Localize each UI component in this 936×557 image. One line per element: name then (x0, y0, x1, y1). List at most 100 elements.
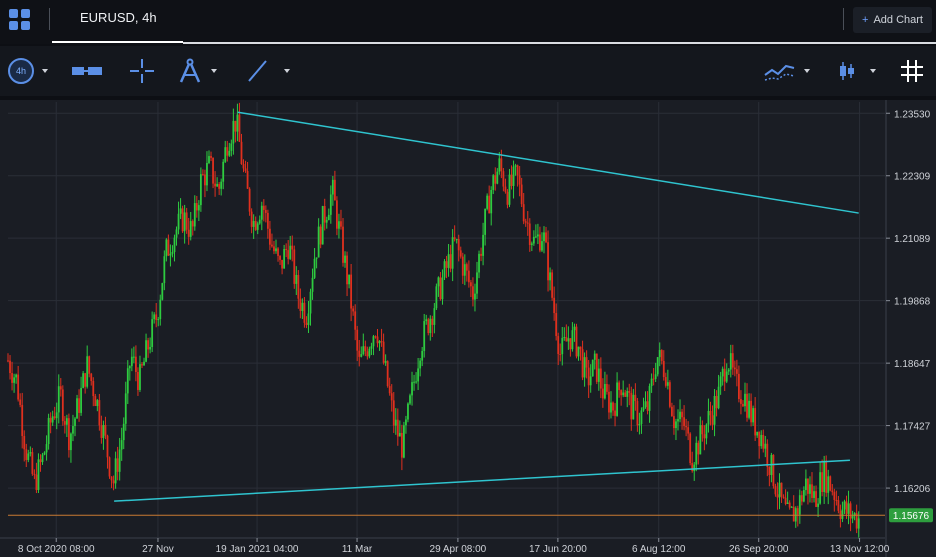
down-candle (366, 351, 369, 357)
price-chart[interactable]: 1.23530 1.22309 1.21089 1.19868 1.18647 1.174… (0, 100, 936, 557)
up-candle (47, 417, 50, 445)
up-candle (756, 431, 759, 436)
up-candle (727, 369, 730, 372)
up-candle (124, 393, 127, 424)
up-candle (798, 495, 801, 515)
up-candle (567, 338, 570, 342)
chart-panel[interactable]: 1.23530 1.22309 1.21089 1.19868 1.18647 1.174… (0, 100, 936, 557)
down-candle (396, 419, 399, 437)
down-candle (506, 191, 509, 205)
x-tick-label: 29 Apr 08:00 (430, 544, 487, 555)
up-candle (325, 219, 328, 223)
up-candle (415, 381, 417, 383)
down-candle (214, 183, 216, 187)
up-candle (157, 319, 160, 321)
up-candle (490, 189, 493, 214)
crosshair-tool[interactable] (129, 46, 155, 96)
down-candle (845, 501, 848, 514)
grid-hash-icon (901, 60, 923, 82)
down-candle (581, 349, 584, 378)
candles (7, 102, 860, 539)
down-candle (685, 426, 688, 428)
up-candle (658, 350, 661, 358)
down-candle (352, 308, 355, 312)
add-chart-button[interactable]: + Add Chart (853, 7, 932, 33)
crosshair-icon (130, 59, 154, 83)
up-candle (512, 166, 515, 186)
timeframe-selector[interactable]: 4h (8, 46, 48, 96)
down-candle (796, 508, 799, 515)
chevron-down-icon (284, 69, 290, 73)
up-candle (311, 277, 314, 292)
down-candle (472, 286, 474, 300)
up-candle (695, 442, 698, 465)
range-tool[interactable] (72, 46, 104, 96)
plus-icon: + (862, 14, 869, 26)
down-candle (104, 424, 107, 436)
down-candle (250, 211, 253, 227)
up-candle (729, 353, 732, 370)
down-candle (31, 452, 34, 474)
down-candle (400, 432, 403, 458)
down-candle (815, 491, 817, 507)
up-candle (549, 272, 551, 281)
up-candle (126, 368, 129, 394)
up-candle (419, 360, 422, 369)
up-candle (805, 478, 807, 491)
up-candle (496, 171, 499, 184)
up-candle (786, 502, 789, 504)
down-candle (187, 229, 190, 237)
overlays (8, 111, 885, 516)
down-candle (825, 460, 828, 493)
up-candle (597, 368, 600, 382)
down-candle (624, 392, 627, 397)
down-candle (358, 350, 361, 357)
grid-toggle[interactable] (900, 46, 924, 96)
chart-type-tool[interactable] (838, 46, 876, 96)
down-candle (269, 228, 271, 245)
down-candle (687, 427, 690, 434)
up-candle (532, 236, 535, 244)
down-candle (673, 416, 675, 429)
up-candle (411, 382, 413, 396)
down-candle (683, 417, 685, 427)
down-candle (715, 396, 718, 409)
chevron-down-icon (804, 69, 810, 73)
up-candle (362, 346, 365, 355)
down-candle (811, 484, 813, 498)
up-candle (331, 179, 334, 195)
down-candle (681, 411, 683, 418)
down-candle (723, 368, 726, 382)
down-candle (346, 255, 348, 285)
up-candle (819, 472, 822, 504)
down-candle (662, 360, 665, 378)
down-candle (204, 174, 206, 186)
x-tick-label: 26 Sep 20:00 (729, 544, 789, 555)
down-candle (386, 361, 389, 387)
up-candle (258, 219, 261, 224)
up-candle (384, 361, 387, 363)
x-tick-label: 8 Oct 2020 08:00 (18, 544, 95, 555)
down-candle (792, 506, 795, 522)
down-candle (427, 319, 430, 334)
up-candle (409, 395, 411, 404)
up-candle (644, 401, 647, 408)
down-candle (185, 212, 188, 230)
trendline-tool[interactable] (246, 46, 290, 96)
up-candle (165, 239, 168, 257)
fibonacci-tool[interactable] (177, 46, 217, 96)
candlestick-icon (840, 62, 854, 80)
layout-grid-icon[interactable] (9, 9, 31, 31)
up-candle (236, 114, 239, 132)
up-candle (748, 400, 750, 418)
down-candle (271, 244, 273, 247)
upper-trendline (237, 111, 859, 214)
down-candle (19, 399, 22, 405)
down-candle (303, 302, 306, 323)
down-candle (780, 482, 783, 497)
indicators-tool[interactable] (764, 46, 810, 96)
tab-eurusd[interactable]: EURUSD, 4h (52, 0, 183, 44)
up-candle (169, 253, 172, 256)
up-candle (370, 346, 373, 349)
down-candle (788, 502, 791, 508)
